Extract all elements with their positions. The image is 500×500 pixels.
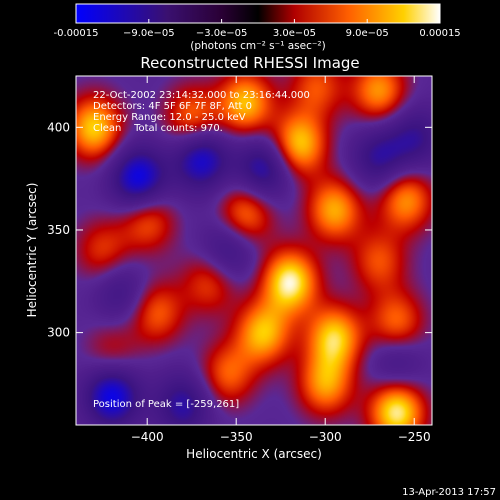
info-clean: Clean Total counts: 970. (93, 123, 223, 134)
peak-position: Position of Peak = [-259,261] (93, 399, 239, 410)
footer-date: 13-Apr-2013 17:57 (402, 487, 496, 498)
x-tick-label: −250 (398, 430, 431, 444)
x-tick-label: −350 (220, 430, 253, 444)
info-block: 22-Oct-2002 23:14:32.000 to 23:16:44.000… (93, 90, 310, 134)
y-axis-label: Heliocentric Y (arcsec) (25, 183, 39, 318)
colorbar-tick-label: −3.0e−05 (196, 28, 248, 39)
info-detectors: Detectors: 4F 5F 6F 7F 8F, Att 0 (93, 101, 252, 112)
y-tick-label: 350 (47, 223, 70, 237)
heatmap-image (76, 76, 432, 425)
plot-frame (75, 75, 433, 426)
colorbar-tick-label: 0.00015 (419, 28, 460, 39)
colorbar (75, 3, 441, 24)
colorbar-tick-label: -0.00015 (54, 28, 99, 39)
x-tick-label: −300 (309, 430, 342, 444)
y-tick-label: 300 (47, 326, 70, 340)
axis-ticks: −400 −350 −300 −250 300 350 400 (47, 76, 432, 444)
info-energy: Energy Range: 12.0 - 25.0 keV (93, 112, 246, 123)
x-axis-label: Heliocentric X (arcsec) (186, 447, 322, 461)
chart-title: Reconstructed RHESSI Image (140, 54, 359, 72)
info-time: 22-Oct-2002 23:14:32.000 to 23:16:44.000 (93, 90, 310, 101)
colorbar-ticks: -0.00015 −9.0e−05 −3.0e−05 3.0e−05 9.0e−05 0.… (54, 19, 461, 39)
colorbar-unit-label: (photons cm⁻² s⁻¹ asec⁻²) (190, 40, 325, 52)
colorbar-tick-label: 3.0e−05 (273, 28, 316, 39)
y-tick-label: 400 (47, 120, 70, 134)
colorbar-tick-label: −9.0e−05 (123, 28, 175, 39)
x-tick-label: −400 (131, 430, 164, 444)
colorbar-tick-label: 9.0e−05 (346, 28, 389, 39)
